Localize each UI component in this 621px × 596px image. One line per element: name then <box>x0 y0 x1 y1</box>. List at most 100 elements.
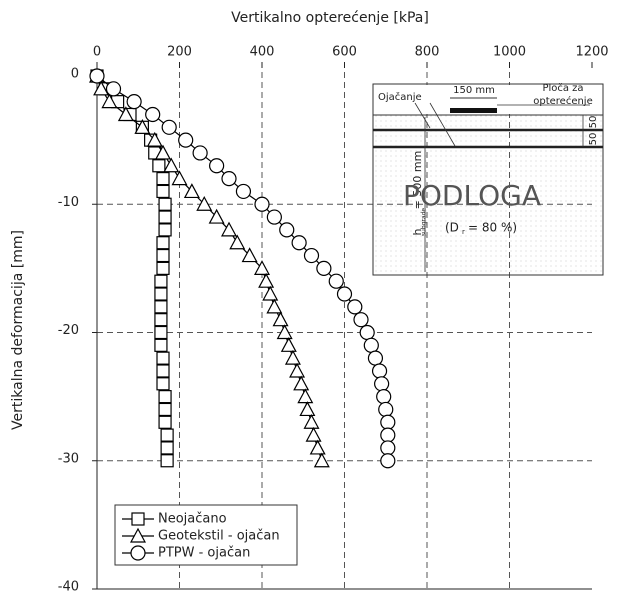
x-tick-label: 1200 <box>575 45 608 60</box>
marker <box>380 453 396 469</box>
annotation: 150 mm <box>453 85 495 96</box>
marker <box>266 209 282 225</box>
marker <box>303 414 320 429</box>
annotation: 50 <box>588 116 599 129</box>
y-tick-label: -10 <box>58 195 79 210</box>
marker <box>299 401 316 417</box>
inset-box <box>372 83 604 276</box>
annotation: = 80 %) <box>468 221 517 235</box>
marker <box>221 171 237 187</box>
marker <box>359 324 375 341</box>
marker <box>154 300 168 314</box>
marker <box>353 312 369 328</box>
x-tick-label: 800 <box>415 45 440 60</box>
marker <box>313 452 330 468</box>
marker <box>380 414 396 430</box>
marker <box>101 93 118 109</box>
leader-line <box>414 102 431 129</box>
marker <box>160 454 174 468</box>
x-axis-title: Vertikalno opterećenje [kPa] <box>231 10 429 26</box>
annotation: subgrade <box>421 208 428 236</box>
legend-box <box>114 504 298 566</box>
marker <box>276 324 293 340</box>
legend: Neojačano Geotekstil - ojačan PTPW - ojača… <box>114 504 298 566</box>
marker <box>316 260 332 276</box>
marker <box>363 337 379 353</box>
marker <box>156 248 170 263</box>
y-tick-label: -30 <box>58 451 79 466</box>
marker <box>158 197 172 211</box>
marker <box>131 512 145 526</box>
annotation: (D <box>445 221 459 235</box>
marker <box>161 119 177 135</box>
marker <box>89 68 105 84</box>
y-tick-label: -40 <box>58 580 79 593</box>
marker <box>380 440 396 456</box>
annotation: Ojačanje <box>378 91 422 103</box>
marker <box>158 223 172 237</box>
annotation: h <box>411 228 424 235</box>
annotation: opterećenje <box>533 95 593 107</box>
marker <box>126 94 142 110</box>
x-tick-label: 400 <box>250 45 275 60</box>
leader-line <box>429 102 456 147</box>
marker <box>254 196 270 212</box>
annotation: Ploča za <box>542 82 583 94</box>
marker <box>305 426 322 442</box>
marker <box>117 106 134 122</box>
x-tick-label: 0 <box>93 45 101 60</box>
marker <box>158 210 172 224</box>
marker <box>196 195 213 211</box>
marker <box>235 183 252 200</box>
marker <box>279 222 295 238</box>
marker <box>220 221 238 237</box>
marker <box>129 527 147 543</box>
marker <box>160 428 174 442</box>
marker <box>154 287 168 301</box>
marker <box>376 389 392 405</box>
marker <box>105 81 122 97</box>
x-tick-label: 200 <box>167 45 192 60</box>
marker <box>303 247 320 264</box>
marker <box>158 390 172 404</box>
marker <box>280 337 297 352</box>
marker <box>156 172 170 186</box>
marker <box>241 247 258 263</box>
marker <box>156 351 170 365</box>
marker <box>229 234 246 250</box>
marker <box>154 338 168 352</box>
marker <box>183 183 200 199</box>
marker <box>156 236 170 250</box>
marker <box>336 286 353 302</box>
marker <box>156 364 170 378</box>
legend-label: Geotekstil - ojačan <box>158 529 280 544</box>
marker <box>163 157 180 173</box>
marker <box>152 159 166 173</box>
marker <box>93 80 110 96</box>
inset-diagram: Ojačanje 150 mm Ploča za opterećenje 50 … <box>372 82 604 276</box>
marker <box>154 325 168 340</box>
y-axis-title: Vertikalna deformacija [mm] <box>10 230 26 430</box>
marker <box>156 261 170 275</box>
marker <box>380 427 396 443</box>
x-tick-label: 1000 <box>493 45 526 60</box>
marker <box>192 145 208 161</box>
marker <box>309 439 326 455</box>
marker <box>156 184 170 199</box>
marker <box>374 376 390 392</box>
legend-label: PTPW - ojačan <box>158 546 250 561</box>
y-tick-label: 0 <box>71 67 79 82</box>
plate <box>450 108 497 113</box>
annotation: 50 <box>588 133 599 146</box>
marker <box>160 441 174 455</box>
marker <box>293 375 310 391</box>
marker <box>272 311 289 327</box>
marker <box>130 545 146 561</box>
y-tick-label: -20 <box>58 323 79 338</box>
marker <box>154 144 172 160</box>
marker <box>291 235 307 251</box>
marker <box>371 363 388 379</box>
marker <box>134 119 151 134</box>
marker <box>262 285 279 301</box>
